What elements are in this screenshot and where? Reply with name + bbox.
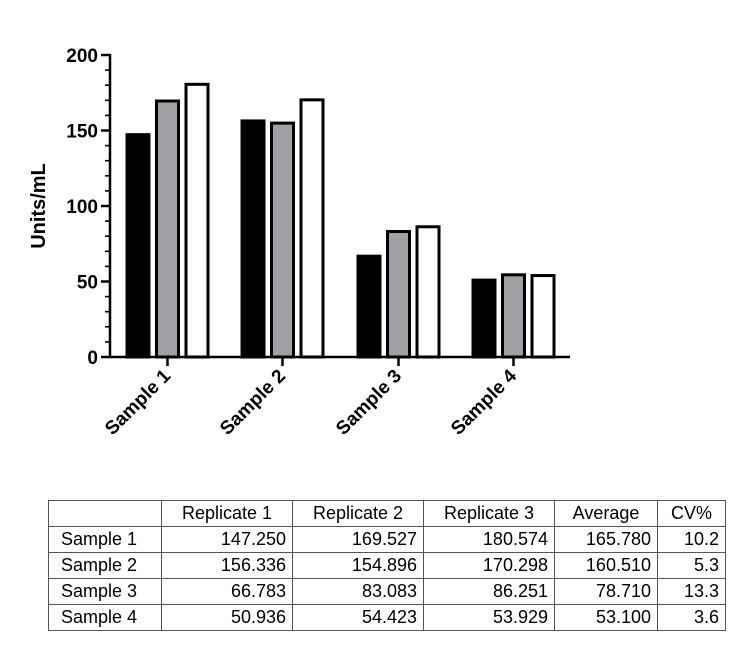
x-tick-label: Sample 3 — [332, 366, 406, 440]
bar — [184, 82, 210, 359]
cell-replicate-3: 170.298 — [423, 552, 555, 579]
header-replicate-3: Replicate 3 — [423, 500, 555, 527]
bar — [530, 274, 556, 359]
row-label: Sample 2 — [48, 552, 162, 579]
row-label: Sample 3 — [48, 578, 162, 605]
bar — [471, 278, 497, 359]
cell-cv: 13.3 — [657, 578, 726, 605]
cell-replicate-2: 83.083 — [292, 578, 424, 605]
y-ticks: 0 50 100 150 200 — [66, 46, 110, 369]
bar — [299, 98, 325, 359]
cell-replicate-1: 147.250 — [161, 526, 293, 553]
header-replicate-2: Replicate 2 — [292, 500, 424, 527]
table-row: Sample 1 147.250 169.527 180.574 165.780… — [48, 526, 726, 553]
y-axis-label: Units/mL — [28, 163, 50, 249]
cell-average: 78.710 — [554, 578, 658, 605]
cell-cv: 10.2 — [657, 526, 726, 553]
y-tick-label: 0 — [87, 348, 98, 369]
bar — [155, 99, 180, 359]
x-tick-label: Sample 2 — [216, 366, 290, 440]
cell-replicate-2: 54.423 — [292, 604, 424, 631]
header-average: Average — [554, 500, 658, 527]
bar — [501, 273, 526, 359]
y-tick-label: 100 — [66, 197, 98, 218]
table-row: Sample 2 156.336 154.896 170.298 160.510… — [48, 552, 726, 579]
y-tick-label: 50 — [77, 273, 98, 294]
x-tick-label: Sample 1 — [101, 365, 175, 439]
row-label: Sample 1 — [48, 526, 162, 553]
bars-group — [125, 82, 556, 366]
cell-cv: 5.3 — [657, 552, 726, 579]
x-tick-label: Sample 4 — [447, 365, 521, 439]
y-tick-label: 200 — [66, 46, 98, 67]
header-cv: CV% — [657, 500, 726, 527]
cell-replicate-2: 154.896 — [292, 552, 424, 579]
cell-replicate-3: 86.251 — [423, 578, 555, 605]
table-row: Sample 4 50.936 54.423 53.929 53.100 3.6 — [48, 604, 726, 631]
bar — [356, 254, 382, 359]
cell-average: 165.780 — [554, 526, 658, 553]
row-label: Sample 4 — [48, 604, 162, 631]
category-labels: Sample 1 Sample 2 Sample 3 Sample 4 — [101, 365, 521, 439]
cell-replicate-1: 156.336 — [161, 552, 293, 579]
bar — [270, 121, 295, 359]
table-corner-cell — [48, 500, 162, 527]
bar — [240, 119, 266, 359]
bar — [125, 133, 151, 359]
table-row: Sample 3 66.783 83.083 86.251 78.710 13.… — [48, 578, 726, 605]
cell-replicate-2: 169.527 — [292, 526, 424, 553]
cell-replicate-1: 66.783 — [161, 578, 293, 605]
table-header-row: Replicate 1 Replicate 2 Replicate 3 Aver… — [48, 500, 726, 527]
y-tick-label: 150 — [66, 122, 98, 143]
cell-replicate-3: 180.574 — [423, 526, 555, 553]
data-table: Replicate 1 Replicate 2 Replicate 3 Aver… — [48, 500, 726, 631]
bar — [386, 230, 411, 359]
bar — [415, 225, 441, 359]
cell-replicate-1: 50.936 — [161, 604, 293, 631]
header-replicate-1: Replicate 1 — [161, 500, 293, 527]
cell-replicate-3: 53.929 — [423, 604, 555, 631]
cell-cv: 3.6 — [657, 604, 726, 631]
cell-average: 53.100 — [554, 604, 658, 631]
cell-average: 160.510 — [554, 552, 658, 579]
